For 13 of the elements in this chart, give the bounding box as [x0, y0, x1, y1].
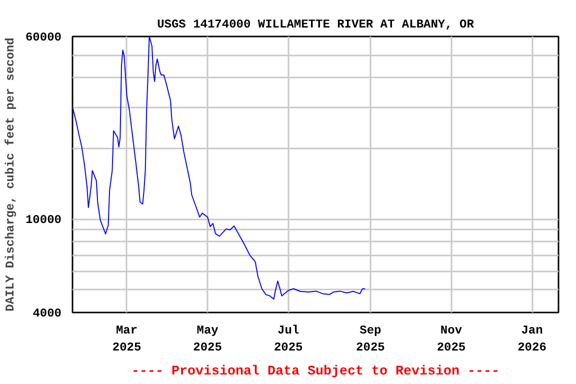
chart-title: USGS 14174000 WILLAMETTE RIVER AT ALBANY, OR	[157, 18, 475, 32]
x-tick-label: Sep 2025	[356, 324, 385, 354]
x-tick-label: Nov 2025	[436, 324, 466, 354]
x-tick-label: Mar 2025	[112, 324, 142, 354]
line-series	[72, 36, 366, 300]
x-tick-label: May 2025	[193, 324, 222, 354]
y-tick-label: 10000	[25, 213, 62, 228]
y-axis-title: DAILY Discharge, cubic feet per second	[3, 38, 18, 312]
x-tick-label: Jan 2026	[518, 324, 546, 354]
y-tick-label: 4000	[32, 306, 62, 320]
y-tick-label: 60000	[25, 30, 62, 44]
text: ---- Provisional Data Subject to Revision ----	[132, 364, 500, 380]
x-tick-label: Jul 2025	[274, 324, 303, 354]
